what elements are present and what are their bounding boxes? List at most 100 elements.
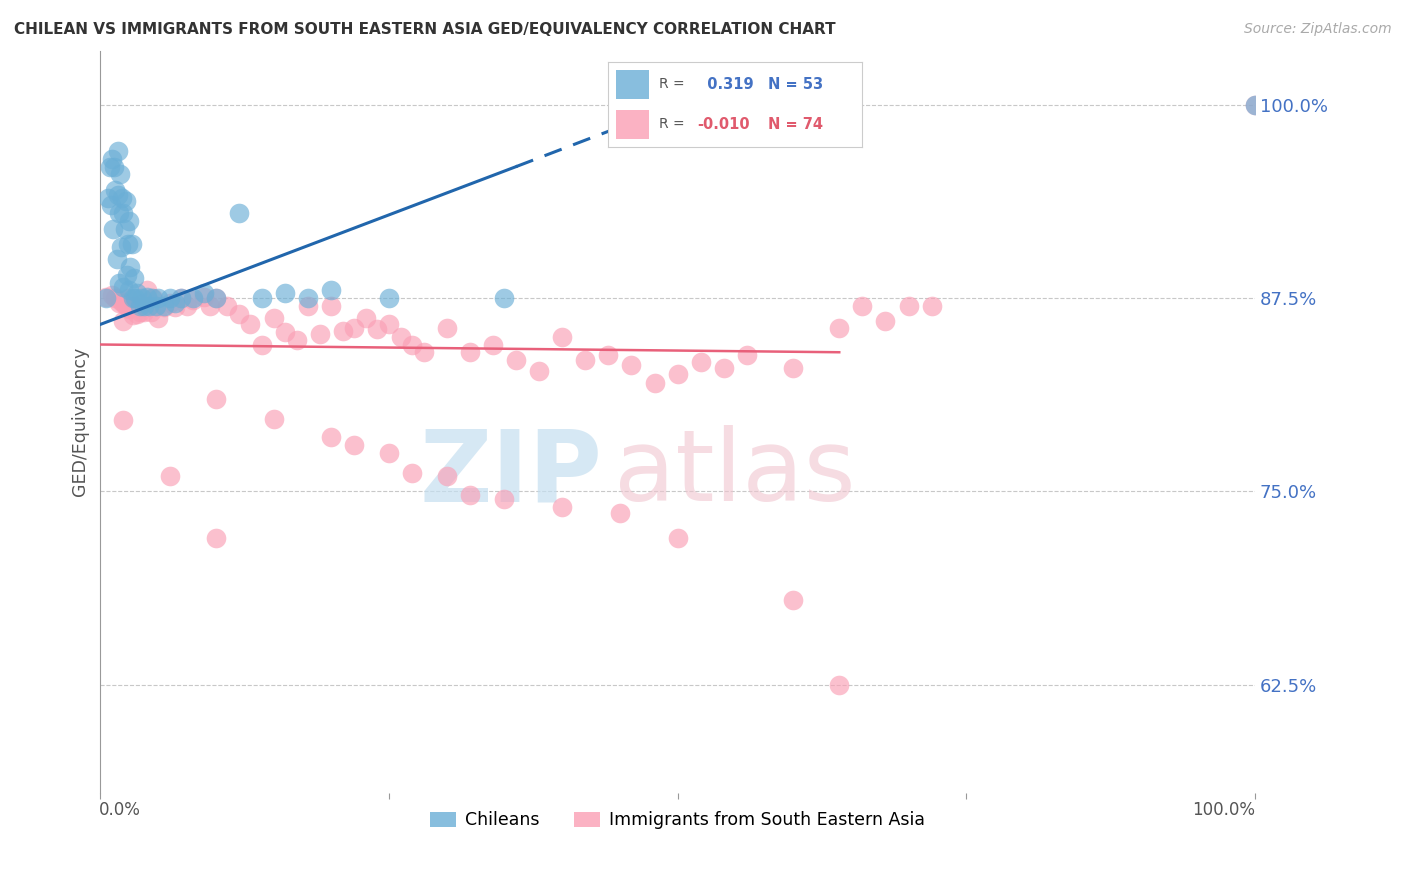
Text: 0.0%: 0.0% <box>100 801 141 819</box>
Point <box>117 237 139 252</box>
Text: atlas: atlas <box>614 425 856 523</box>
Point <box>609 506 631 520</box>
Point <box>135 289 157 303</box>
Point <box>204 291 226 305</box>
Point <box>97 191 120 205</box>
Point <box>274 325 297 339</box>
Point <box>128 305 150 319</box>
Point <box>228 307 250 321</box>
Point <box>193 286 215 301</box>
Point <box>378 446 401 460</box>
Point <box>101 288 124 302</box>
Point <box>128 299 150 313</box>
Point <box>458 345 481 359</box>
Point <box>159 469 181 483</box>
Point <box>159 295 181 310</box>
Point <box>110 240 132 254</box>
Point <box>181 293 204 307</box>
Legend: Chileans, Immigrants from South Eastern Asia: Chileans, Immigrants from South Eastern … <box>423 805 932 837</box>
Point <box>551 330 574 344</box>
Point <box>153 301 176 315</box>
Point <box>204 291 226 305</box>
Point <box>343 438 366 452</box>
Point <box>121 237 143 252</box>
Point <box>297 299 319 313</box>
Text: ZIP: ZIP <box>420 425 603 523</box>
Point <box>131 291 153 305</box>
Point <box>131 295 153 310</box>
Point <box>250 291 273 305</box>
Point <box>482 337 505 351</box>
Point <box>263 311 285 326</box>
Point <box>401 466 423 480</box>
Point <box>505 353 527 368</box>
Point <box>134 305 156 319</box>
Point <box>112 206 135 220</box>
Point <box>104 291 127 305</box>
Point <box>551 500 574 514</box>
Point <box>165 295 187 310</box>
Point <box>118 214 141 228</box>
Point <box>644 376 666 391</box>
Point <box>108 276 131 290</box>
Point <box>101 152 124 166</box>
Point <box>620 358 643 372</box>
Point <box>146 311 169 326</box>
Point <box>138 294 160 309</box>
Point <box>198 299 221 313</box>
Point <box>124 299 146 313</box>
Text: Source: ZipAtlas.com: Source: ZipAtlas.com <box>1244 22 1392 37</box>
Point <box>366 322 388 336</box>
Point <box>114 299 136 313</box>
Point <box>1244 97 1267 112</box>
Point <box>666 531 689 545</box>
Point <box>118 284 141 298</box>
Point <box>112 280 135 294</box>
Point <box>94 289 117 303</box>
Point <box>297 291 319 305</box>
Y-axis label: GED/Equivalency: GED/Equivalency <box>72 347 89 497</box>
Point <box>108 295 131 310</box>
Point <box>94 291 117 305</box>
Point <box>110 294 132 309</box>
Point <box>378 291 401 305</box>
Point <box>127 307 149 321</box>
Point <box>112 413 135 427</box>
Point <box>127 286 149 301</box>
Point <box>782 592 804 607</box>
Point <box>527 364 550 378</box>
Point <box>851 299 873 313</box>
Point <box>285 333 308 347</box>
Point <box>321 284 343 298</box>
Point <box>897 299 920 313</box>
Point <box>115 268 138 282</box>
Point <box>170 291 193 305</box>
Point <box>921 299 943 313</box>
Point <box>120 299 142 313</box>
Point <box>108 168 131 182</box>
Point <box>494 492 516 507</box>
Point <box>118 301 141 316</box>
Point <box>153 299 176 313</box>
Point <box>142 291 165 305</box>
Point <box>107 187 129 202</box>
Point <box>170 291 193 305</box>
Point <box>105 252 128 267</box>
Point <box>114 194 136 208</box>
Point <box>713 360 735 375</box>
Text: CHILEAN VS IMMIGRANTS FROM SOUTH EASTERN ASIA GED/EQUIVALENCY CORRELATION CHART: CHILEAN VS IMMIGRANTS FROM SOUTH EASTERN… <box>14 22 835 37</box>
Point <box>436 320 458 334</box>
Point <box>181 291 204 305</box>
Point <box>112 314 135 328</box>
Point <box>141 291 163 305</box>
Point <box>263 411 285 425</box>
Point <box>389 330 412 344</box>
Point <box>117 291 139 305</box>
Point <box>121 291 143 305</box>
Point <box>239 318 262 332</box>
Point <box>782 360 804 375</box>
Point <box>494 291 516 305</box>
Point <box>458 487 481 501</box>
Point <box>112 295 135 310</box>
Point <box>120 260 142 275</box>
